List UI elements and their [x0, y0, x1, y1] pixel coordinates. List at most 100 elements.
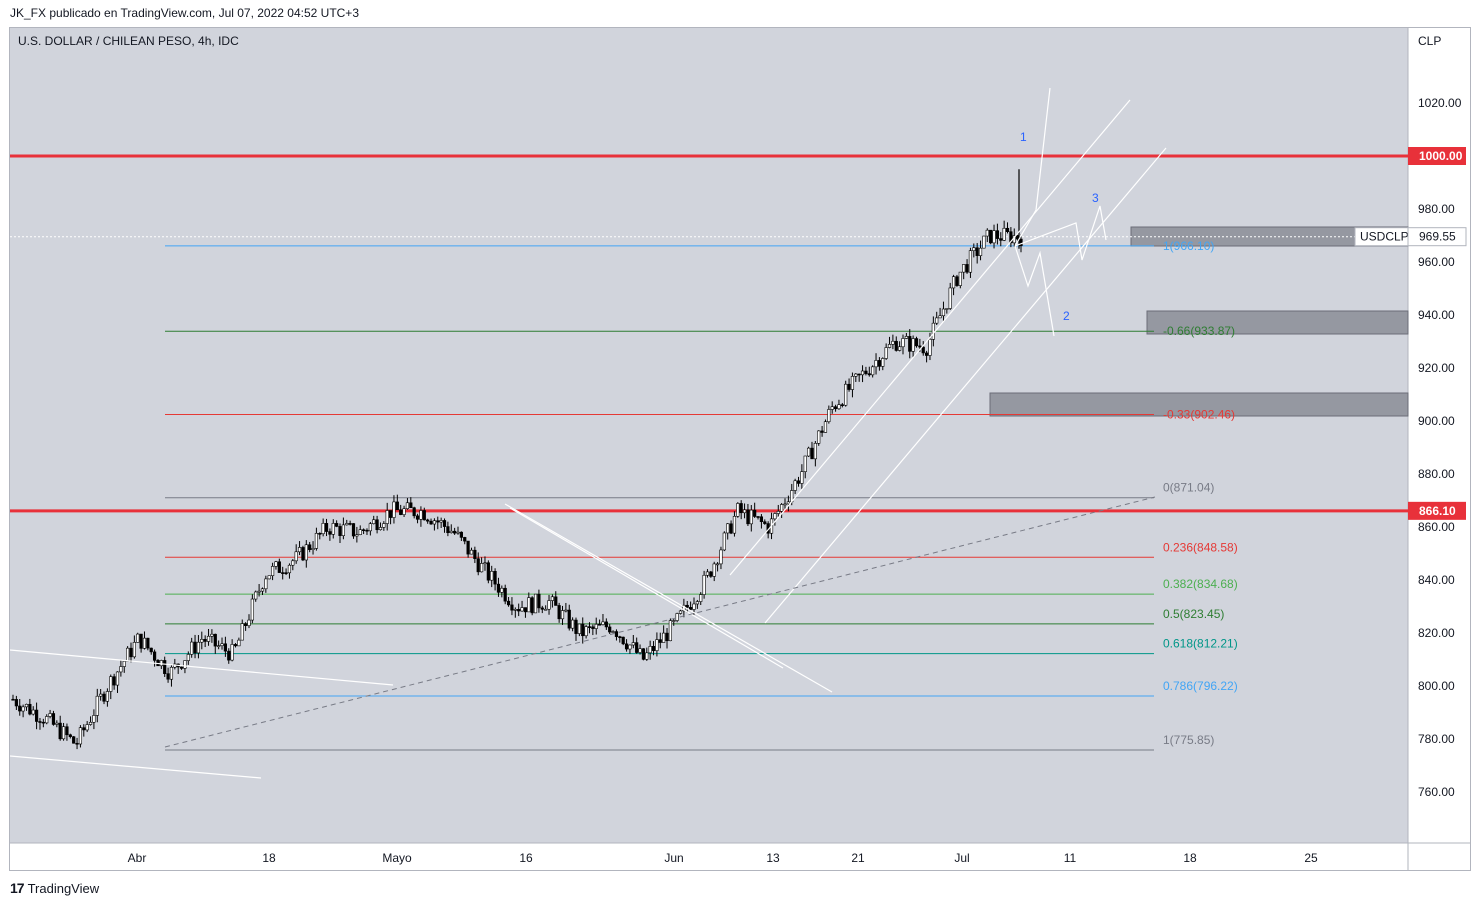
level-tag: [1408, 147, 1466, 165]
candle-body: [958, 271, 962, 286]
price-tick-label: 760.00: [1418, 785, 1455, 799]
candle-body: [520, 607, 524, 612]
candle-body: [658, 639, 662, 643]
candle-body: [341, 524, 345, 536]
candle-body: [803, 455, 807, 472]
candle-body: [348, 523, 352, 525]
lower-channel-line[interactable]: [9, 755, 262, 779]
candle-body: [695, 601, 699, 605]
candle-body: [614, 631, 619, 637]
rising-channel-upper[interactable]: [729, 99, 1131, 576]
fib-extension-label: -0.33(902.46): [1163, 407, 1235, 421]
candle-body: [540, 607, 544, 610]
candle-body: [11, 698, 15, 701]
candle-body: [503, 587, 507, 602]
candle-body: [152, 651, 157, 661]
candle-body: [904, 336, 908, 339]
fib-label: 1(775.85): [1163, 733, 1214, 747]
candle-body: [881, 358, 885, 367]
candle-body: [692, 603, 696, 610]
candle-body: [972, 247, 976, 251]
fib-retracement[interactable]: 0(871.04) 0.236(848.58) 0.382(834.68) 0.5(8…: [165, 481, 1238, 751]
candle-body: [773, 513, 777, 520]
rising-channel-lower[interactable]: [764, 147, 1167, 624]
candle-body: [223, 643, 227, 652]
candle-body: [702, 574, 706, 595]
candle-body: [453, 530, 457, 534]
candle-body: [732, 516, 737, 534]
candle-body: [493, 571, 497, 585]
downtrend-line-b[interactable]: [509, 507, 784, 669]
candle-body: [206, 635, 211, 642]
candle-body: [24, 703, 29, 708]
time-tick-label: 13: [766, 851, 780, 865]
candle-body: [689, 607, 693, 610]
candle-body: [665, 632, 669, 642]
candle-body: [378, 527, 383, 531]
candle-body: [267, 575, 271, 580]
zone-2[interactable]: [1146, 310, 1409, 335]
candle-body: [375, 519, 379, 531]
candle-body: [190, 641, 194, 655]
candle-body: [887, 344, 892, 348]
candle-body: [429, 520, 433, 525]
candle-body: [220, 643, 224, 646]
time-tick-label: 16: [519, 851, 533, 865]
candle-body: [783, 503, 787, 506]
candle-body: [136, 633, 140, 643]
candle-body: [729, 523, 733, 534]
candle-body: [196, 641, 201, 654]
candle-body: [891, 340, 895, 345]
candle-body: [48, 713, 52, 717]
candle-body: [85, 724, 89, 731]
candle-body: [965, 264, 969, 273]
candle-body: [544, 608, 548, 611]
projection-wave-2[interactable]: [1014, 245, 1055, 337]
price-tick-label: 820.00: [1418, 626, 1455, 640]
projection-wave-1[interactable]: [1014, 87, 1051, 247]
fib-label: 0.382(834.68): [1163, 577, 1238, 591]
dashed-trendline[interactable]: [164, 496, 1156, 748]
projection-wave-3[interactable]: [1014, 205, 1107, 261]
candle-body: [938, 315, 942, 319]
candle-body: [628, 644, 632, 650]
candle-body: [102, 693, 106, 702]
candle-body: [311, 548, 315, 550]
footer: 17 TradingView: [10, 880, 99, 896]
candle-body: [604, 621, 608, 628]
candle-body: [527, 597, 531, 613]
candle-body: [962, 264, 966, 273]
candle-body: [422, 510, 426, 521]
candle-body: [871, 366, 875, 376]
candle-body: [446, 526, 450, 534]
candle-body: [931, 322, 935, 340]
candle-body: [415, 515, 420, 520]
chart-svg[interactable]: U.S. DOLLAR / CHILEAN PESO, 4h, IDC CLP …: [9, 28, 1470, 870]
fib-label: 0.236(848.58): [1163, 540, 1238, 554]
candle-body: [159, 660, 163, 667]
candle-body: [1009, 231, 1013, 244]
candle-body: [759, 516, 764, 522]
upper-channel-line[interactable]: [9, 649, 394, 686]
candle-body: [139, 633, 143, 649]
candle-body: [796, 480, 801, 484]
candle-body: [230, 644, 234, 661]
candle-body: [217, 645, 221, 647]
candle-body: [898, 346, 902, 351]
candle-body: [291, 560, 295, 566]
trend-drawings[interactable]: [9, 87, 1167, 779]
candle-body: [989, 229, 993, 244]
candle-body: [473, 549, 477, 559]
candle-body: [338, 526, 342, 536]
candle-body: [419, 510, 423, 520]
fib-extension[interactable]: 1(966.10) -0.66(933.87) -0.33(902.46): [10, 154, 1408, 513]
candle-body: [439, 520, 443, 523]
candle-body: [203, 639, 207, 642]
price-tick-label: 940.00: [1418, 308, 1455, 322]
candle-body: [894, 340, 898, 351]
candle-body: [463, 537, 467, 542]
candle-body: [597, 623, 602, 626]
candle-body: [335, 523, 339, 527]
downtrend-line-a[interactable]: [504, 503, 833, 693]
zone-3[interactable]: [989, 392, 1409, 417]
